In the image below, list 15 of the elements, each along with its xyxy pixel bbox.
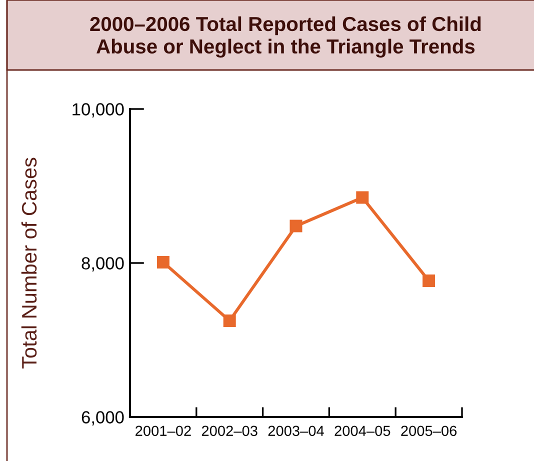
y-tick-label: 6,000: [82, 411, 124, 426]
y-axis-title: Total Number of Cases: [21, 158, 37, 368]
chart-title: 2000–2006 Total Reported Cases of Child Abuse or Neglect in the Triangle Trends: [90, 16, 481, 58]
point: [290, 220, 302, 232]
point: [422, 274, 436, 287]
y-tick-label: 10,000: [72, 103, 124, 118]
x-tick-label: 2002–03: [202, 426, 258, 436]
x-tick-label: 2001–02: [136, 426, 191, 436]
x-tick-label: 2005–06: [401, 426, 457, 436]
x-tick-label: 2004–05: [334, 426, 390, 436]
point: [156, 256, 170, 268]
point: [223, 314, 236, 327]
point: [356, 191, 369, 204]
y-tick-label: 8,000: [82, 257, 124, 272]
x-tick-label: 2003–04: [268, 426, 324, 436]
